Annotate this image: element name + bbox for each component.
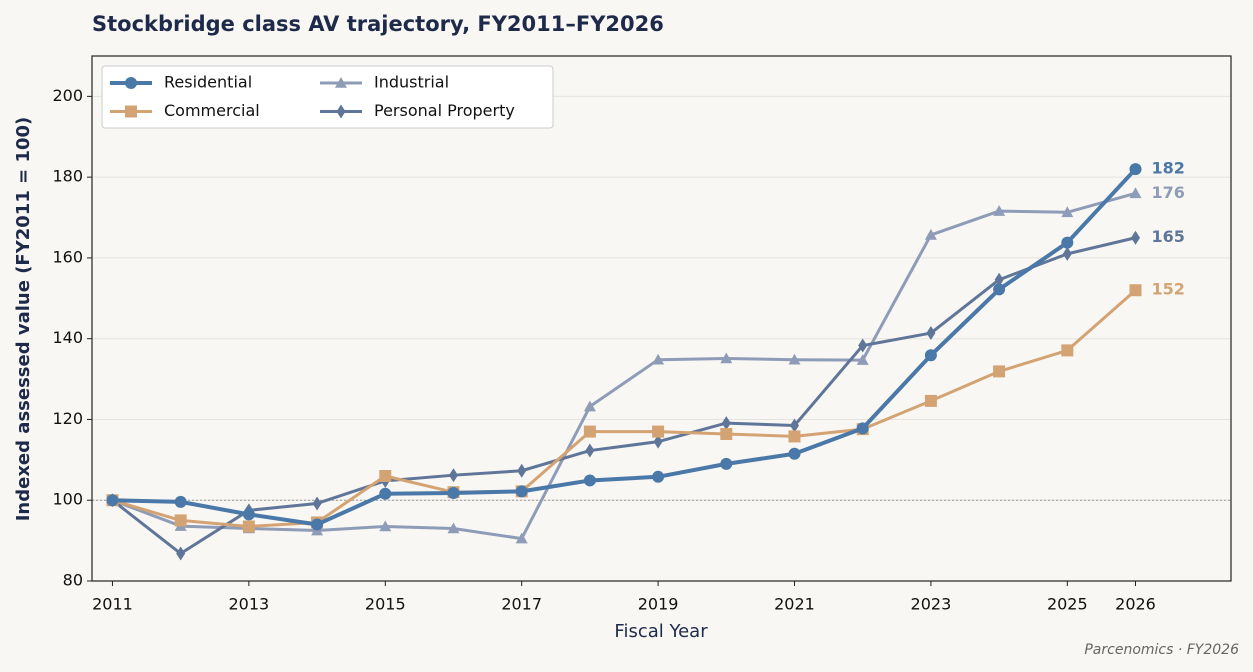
series-line: [112, 167, 1137, 527]
marker: [856, 422, 869, 435]
y-tick-label: 80: [63, 571, 83, 590]
marker: [653, 434, 663, 449]
marker: [585, 443, 595, 458]
legend-label: Commercial: [164, 101, 260, 120]
x-tick-label: 2023: [911, 595, 952, 614]
x-tick-label: 2019: [638, 595, 679, 614]
marker: [1129, 284, 1142, 297]
marker: [721, 416, 731, 431]
marker: [994, 272, 1004, 287]
series: 182: [106, 159, 1185, 531]
marker: [515, 532, 528, 544]
marker: [926, 326, 936, 341]
end-label: 176: [1152, 183, 1185, 202]
plot-frame: [91, 55, 1232, 582]
marker: [106, 494, 119, 507]
y-tick-label: 140: [52, 328, 83, 347]
marker: [720, 428, 733, 440]
marker: [583, 400, 596, 412]
y-tick-label: 160: [52, 247, 83, 266]
series-line: [111, 236, 1136, 556]
series-line: [111, 191, 1136, 541]
marker: [1062, 246, 1072, 261]
marker: [125, 105, 137, 118]
legend-label: Residential: [164, 73, 252, 92]
marker: [379, 487, 392, 500]
x-tick-label: 2017: [501, 595, 542, 614]
marker: [789, 418, 799, 433]
marker: [720, 352, 733, 364]
x-tick-label: 2015: [365, 595, 406, 614]
marker: [1129, 163, 1142, 176]
legend-label: Personal Property: [374, 101, 515, 120]
marker: [1129, 187, 1142, 199]
marker: [652, 470, 665, 483]
marker: [788, 447, 801, 460]
marker: [788, 430, 801, 443]
marker: [1061, 344, 1074, 357]
marker: [1131, 230, 1141, 245]
marker: [788, 353, 801, 365]
marker: [652, 353, 665, 365]
marker: [924, 349, 937, 362]
marker: [993, 205, 1006, 216]
x-tick-label: 2021: [774, 595, 815, 614]
marker: [720, 457, 733, 470]
y-tick-label: 180: [52, 167, 83, 186]
marker: [447, 522, 460, 534]
end-label: 165: [1152, 227, 1185, 246]
marker: [242, 508, 255, 521]
marker: [448, 468, 458, 483]
x-tick-label: 2011: [92, 595, 133, 614]
y-tick-label: 200: [52, 86, 83, 105]
marker: [1061, 236, 1074, 249]
marker: [856, 354, 869, 365]
marker: [447, 486, 460, 499]
x-tick-label: 2013: [229, 595, 270, 614]
source-note: Parcenomics · FY2026: [1084, 642, 1239, 658]
marker: [1061, 206, 1074, 218]
end-label: 182: [1152, 159, 1185, 178]
marker: [515, 485, 528, 498]
marker: [583, 474, 596, 487]
x-tick-label: 2026: [1115, 595, 1156, 614]
marker: [993, 283, 1006, 296]
legend-box: [101, 65, 554, 129]
marker: [174, 514, 187, 527]
chart-title: Stockbridge class AV trajectory, FY2011–…: [92, 12, 664, 36]
x-axis-label: Fiscal Year: [614, 621, 708, 642]
marker: [174, 495, 187, 508]
marker: [312, 496, 322, 511]
marker: [924, 394, 937, 407]
marker: [335, 77, 347, 88]
y-axis-label: Indexed assessed value (FY2011 = 100): [13, 117, 34, 522]
marker: [379, 520, 392, 532]
marker: [993, 365, 1006, 378]
marker: [336, 104, 346, 119]
marker: [652, 425, 665, 438]
x-tick-label: 2025: [1047, 595, 1088, 614]
y-tick-label: 100: [52, 490, 83, 509]
legend-label: Industrial: [374, 73, 449, 92]
end-label: 152: [1152, 280, 1185, 299]
marker: [858, 338, 868, 353]
marker: [517, 463, 527, 478]
marker: [242, 520, 255, 533]
marker: [125, 77, 137, 89]
marker: [379, 470, 392, 482]
series-line: [112, 289, 1137, 528]
marker: [311, 518, 324, 531]
marker: [176, 546, 186, 561]
marker: [924, 228, 937, 240]
marker: [583, 425, 596, 438]
y-tick-label: 120: [52, 409, 83, 428]
